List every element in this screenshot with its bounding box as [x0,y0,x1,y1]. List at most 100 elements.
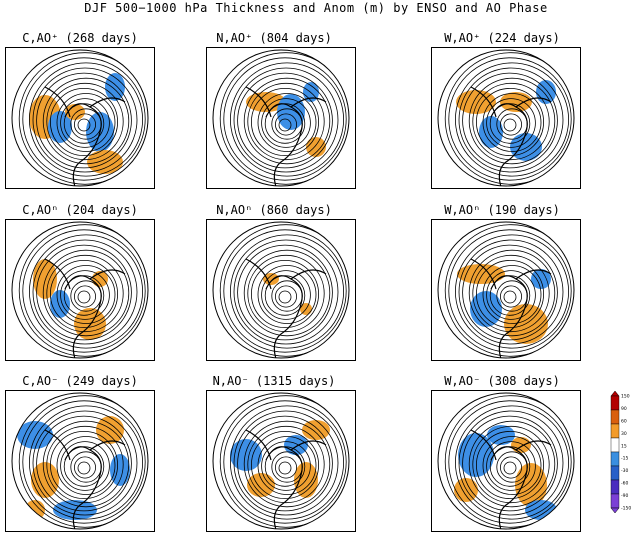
colorbar-tick-label: -60 [621,481,628,487]
thickness-contour [275,285,298,308]
thickness-contour [247,254,325,333]
thickness-contour [486,441,536,491]
thickness-contour [458,410,564,516]
warm-anomaly-area [500,92,532,112]
colorbar-cap-bottom [610,507,620,514]
thickness-contour [29,405,143,520]
cool-anomaly-area [470,291,502,327]
panel-title-w-aopos: W,AO⁺ (224 days) [444,31,560,45]
thickness-contour [233,67,339,173]
thickness-contour [29,234,143,349]
thickness-contour [46,254,124,333]
thickness-contour [261,441,311,491]
colorbar-tick-label: 90 [621,406,627,412]
thickness-contour [42,249,130,337]
thickness-contour [42,420,130,508]
thickness-contour [74,456,97,479]
thickness-contour [74,113,97,136]
thickness-contour [455,234,569,349]
colorbar-tick-label: -150 [621,506,631,512]
map-svg [431,390,581,532]
thickness-contour [468,77,556,165]
thickness-contour [247,425,325,504]
thickness-contour [230,234,344,349]
colorbar-swatch [610,479,620,495]
map-svg [431,47,581,189]
thickness-contour [462,244,558,341]
thickness-contour [243,249,331,337]
thickness-contour [56,265,116,324]
panel-title-c-aoneg: C,AO⁻ (249 days) [22,374,138,388]
thickness-contour [219,52,349,185]
thickness-contour [257,93,317,152]
thickness-contour [261,98,311,148]
cool-anomaly-area [48,111,72,143]
thickness-contour [56,436,116,495]
map-svg [206,219,356,361]
thickness-contour [503,290,517,304]
colorbar-swatch [610,395,620,411]
thickness-contour [448,57,572,181]
colorbar: 150 90 60 30 15 -15 -30 -60 -90 -150 [608,390,632,528]
colorbar-swatch [610,465,620,481]
thickness-contour [219,224,349,357]
panel-title-w-aoneg: W,AO⁻ (308 days) [444,374,560,388]
thickness-contour [472,425,550,504]
thickness-contour [500,456,523,479]
thickness-contour [462,72,558,169]
map-svg [5,47,155,189]
thickness-contour [275,456,298,479]
warm-anomaly-area [306,137,326,157]
warm-anomaly-area [87,150,123,174]
thickness-contour [56,93,116,152]
warm-anomaly-area [456,90,496,114]
thickness-contour [22,400,146,524]
thickness-contour [32,410,138,516]
thickness-contour [486,270,536,320]
coastline [470,429,552,529]
thickness-contour [482,265,542,324]
thickness-contour [275,113,298,136]
map-boundary [437,392,575,530]
map-c-aoneg [5,390,155,532]
map-n-aoneg [206,390,356,532]
thickness-contour [237,244,333,341]
thickness-contour [500,285,523,308]
warm-anomaly-area [454,478,478,502]
colorbar-cap-top [610,390,620,397]
thickness-contour [486,98,536,148]
map-boundary [11,392,149,530]
colorbar-swatch [610,437,620,453]
colorbar-tick-label: -15 [621,456,628,462]
map-c-aoneu [5,219,155,361]
thickness-contour [444,52,574,185]
thickness-contour [46,425,124,504]
map-svg [5,390,155,532]
coastline [245,258,327,358]
thickness-contour [36,244,132,341]
thickness-contour [36,72,132,169]
panel-title-c-aoneu: C,AOⁿ (204 days) [22,203,138,217]
thickness-contour [230,405,344,520]
thickness-contour [60,441,110,491]
thickness-contour [22,229,146,353]
thickness-contour [18,52,148,185]
map-svg [5,219,155,361]
thickness-contour [468,249,556,337]
thickness-contour [448,229,572,353]
coastline [470,86,552,186]
thickness-contour [251,260,319,328]
colorbar-swatch [610,451,620,467]
panel-title-n-aoneu: N,AOⁿ (860 days) [216,203,332,217]
thickness-contour [77,118,91,132]
thickness-contour [237,415,333,512]
thickness-contour [230,62,344,177]
thickness-contour [448,400,572,524]
map-svg [431,219,581,361]
colorbar-swatch [610,493,620,509]
colorbar-swatch [610,409,620,425]
thickness-contour [482,93,542,152]
colorbar-swatch [610,423,620,439]
thickness-contour [503,118,517,132]
thickness-contour [42,77,130,165]
